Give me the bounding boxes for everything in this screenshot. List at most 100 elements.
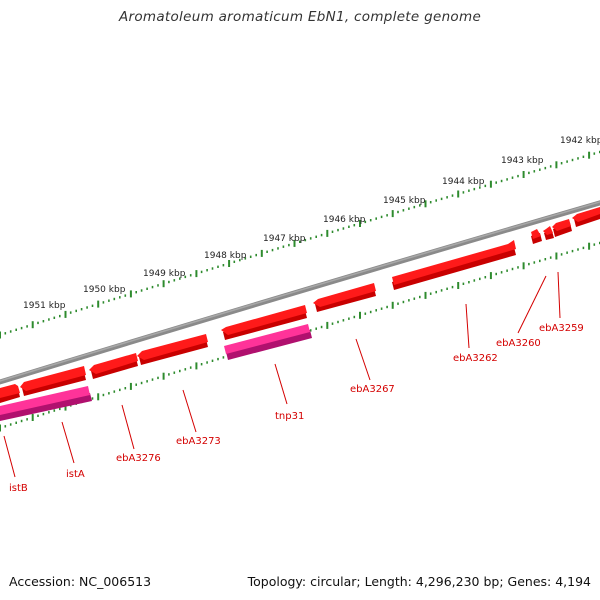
minor-tick	[315, 235, 317, 238]
minor-tick	[42, 412, 45, 416]
kbp-label-1950: 1950 kbp	[83, 285, 126, 295]
minor-tick	[528, 262, 530, 266]
minor-tick	[386, 214, 388, 217]
minor-tick	[53, 316, 56, 319]
minor-tick	[484, 184, 487, 188]
minor-tick	[560, 162, 563, 165]
minor-tick	[533, 261, 536, 264]
minor-tick	[151, 378, 154, 381]
minor-tick	[446, 196, 448, 199]
gene-arrow	[137, 334, 208, 360]
minor-tick	[331, 322, 334, 325]
minor-tick	[566, 160, 568, 163]
minor-tick	[544, 258, 547, 261]
minor-tick	[419, 204, 421, 207]
accession-text: Accession: NC_006513	[9, 574, 152, 589]
minor-tick	[386, 305, 388, 309]
minor-tick	[446, 287, 448, 290]
major-tick	[457, 190, 460, 198]
minor-tick	[413, 297, 416, 300]
label-leader-lines	[3, 271, 561, 478]
minor-tick	[315, 327, 317, 330]
minor-tick	[419, 295, 421, 299]
minor-tick	[304, 238, 307, 242]
minor-tick	[560, 253, 563, 256]
major-tick	[555, 161, 558, 169]
minor-tick	[337, 320, 339, 324]
major-tick	[64, 310, 67, 318]
gene-arrow	[20, 366, 86, 391]
gene-label-ebA3267: ebA3267	[350, 384, 395, 395]
major-tick	[588, 151, 591, 159]
gene-arrow	[0, 384, 20, 398]
minor-tick	[244, 257, 247, 260]
insertion-arrow-tnp31	[224, 324, 310, 354]
minor-tick	[59, 314, 61, 318]
minor-tick	[189, 274, 192, 277]
minor-tick	[266, 250, 268, 253]
minor-tick	[511, 267, 514, 271]
minor-tick	[380, 307, 383, 310]
gene-arrow	[221, 305, 307, 335]
minor-tick	[511, 176, 514, 179]
major-tick	[97, 300, 100, 308]
leader-line-ebA3259	[557, 271, 561, 319]
major-tick	[31, 321, 34, 329]
minor-tick	[4, 332, 7, 335]
kbp-label-1943: 1943 kbp	[501, 156, 544, 166]
minor-tick	[495, 272, 497, 276]
minor-tick	[429, 292, 432, 295]
minor-tick	[37, 414, 39, 417]
gene-label-tnp31: tnp31	[275, 411, 304, 422]
major-tick	[424, 291, 427, 299]
gene-label-ebA3260: ebA3260	[496, 338, 541, 349]
minor-tick	[495, 181, 497, 184]
minor-tick	[184, 368, 187, 371]
minor-tick	[402, 209, 405, 212]
inner-scale-ticks	[0, 241, 600, 432]
minor-tick	[342, 227, 345, 230]
major-tick	[228, 260, 231, 267]
major-tick	[195, 362, 198, 370]
minor-tick	[135, 291, 137, 294]
minor-tick	[108, 299, 110, 302]
major-tick	[260, 249, 263, 257]
minor-tick	[549, 256, 552, 259]
minor-tick	[451, 285, 454, 289]
leader-line-tnp31	[274, 363, 288, 405]
gene-arrow	[531, 229, 541, 239]
minor-tick	[200, 363, 203, 366]
minor-tick	[380, 215, 383, 219]
genome-backbone-highlight	[0, 201, 600, 382]
major-tick	[162, 280, 165, 288]
minor-tick	[468, 189, 470, 192]
major-tick	[162, 372, 165, 380]
kbp-label-1949: 1949 kbp	[143, 269, 186, 279]
minor-tick	[429, 201, 432, 204]
major-tick	[64, 403, 67, 411]
minor-tick	[566, 251, 568, 254]
major-tick	[489, 180, 492, 188]
major-tick	[522, 262, 525, 270]
minor-tick	[320, 233, 323, 237]
leader-line-ebA3267	[355, 338, 371, 381]
minor-tick	[413, 205, 416, 209]
minor-tick	[157, 284, 159, 287]
minor-tick	[119, 388, 121, 392]
gene-arrow	[543, 226, 553, 235]
kbp-labels: 1942 kbp 1943 kbp 1944 kbp 1945 kbp 1946…	[23, 136, 600, 311]
minor-tick	[309, 329, 312, 332]
minor-tick	[80, 308, 83, 311]
minor-tick	[435, 199, 437, 202]
minor-tick	[20, 419, 23, 423]
minor-tick	[369, 219, 372, 222]
major-tick	[31, 414, 34, 421]
minor-tick	[9, 330, 12, 333]
minor-tick	[517, 266, 519, 269]
major-tick	[129, 382, 132, 390]
minor-tick	[299, 240, 301, 243]
outer-scale-ticks	[0, 150, 600, 339]
major-tick	[0, 424, 1, 432]
minor-tick	[48, 411, 50, 414]
